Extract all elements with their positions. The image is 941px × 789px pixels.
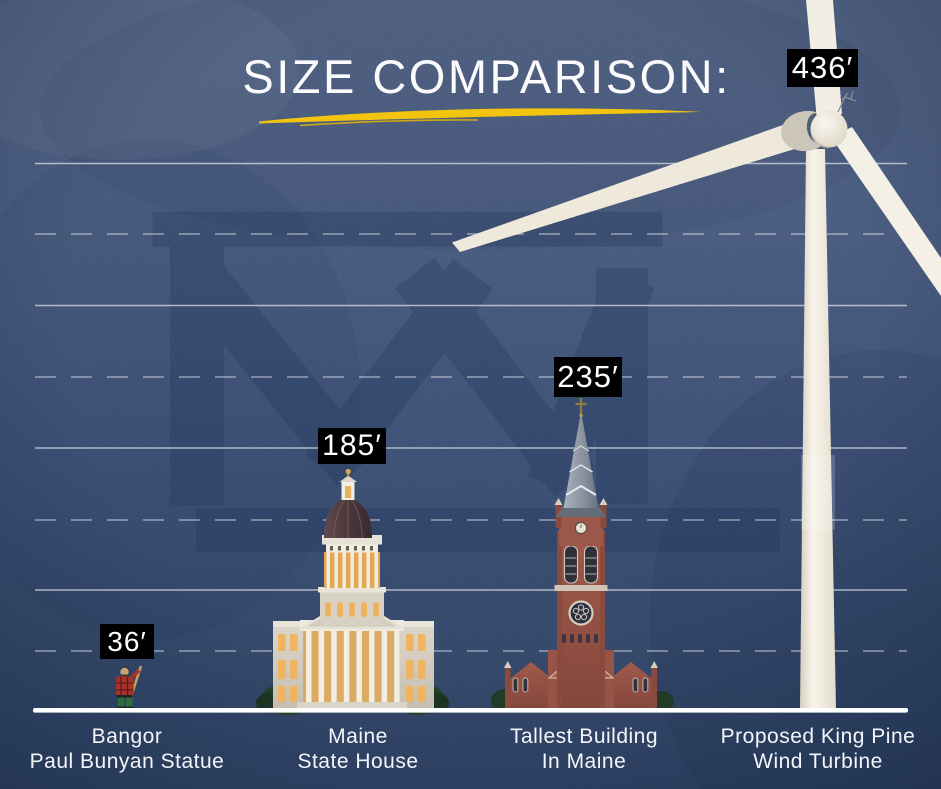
title-underline-swoosh xyxy=(259,108,701,124)
category-label-tallest-building: Tallest Building In Maine xyxy=(510,724,658,774)
category-label-state-house: Maine State House xyxy=(297,724,418,774)
value-label-tallest-building: 235′ xyxy=(554,357,622,397)
category-line: Maine xyxy=(328,725,388,748)
value-label-state-house: 185′ xyxy=(318,428,386,464)
value-label-paul-bunyan: 36′ xyxy=(100,624,154,659)
state-house-illustration xyxy=(256,468,449,715)
category-line: Tallest Building xyxy=(509,725,659,748)
page-title: SIZE COMPARISON: xyxy=(242,50,731,103)
category-line: Paul Bunyan Statue xyxy=(29,750,225,773)
category-line: In Maine xyxy=(541,750,627,773)
category-label-wind-turbine: Proposed King Pine Wind Turbine xyxy=(721,724,916,774)
mw-monogram-watermark xyxy=(152,211,780,552)
value-label-wind-turbine: 436′ xyxy=(787,49,858,87)
wind-turbine-illustration xyxy=(452,0,941,709)
category-line: State House xyxy=(297,750,419,773)
category-line: Wind Turbine xyxy=(753,750,883,773)
paul-bunyan-statue-illustration xyxy=(116,665,143,711)
height-gridlines xyxy=(35,162,907,652)
anemometer-icon xyxy=(837,90,857,113)
category-label-paul-bunyan: Bangor Paul Bunyan Statue xyxy=(30,724,225,774)
title-underline-stray-stroke xyxy=(299,119,479,127)
category-line: Proposed King Pine xyxy=(720,725,916,748)
church-illustration xyxy=(491,398,674,713)
category-line: Bangor xyxy=(91,725,163,748)
ground-baseline xyxy=(33,708,908,713)
